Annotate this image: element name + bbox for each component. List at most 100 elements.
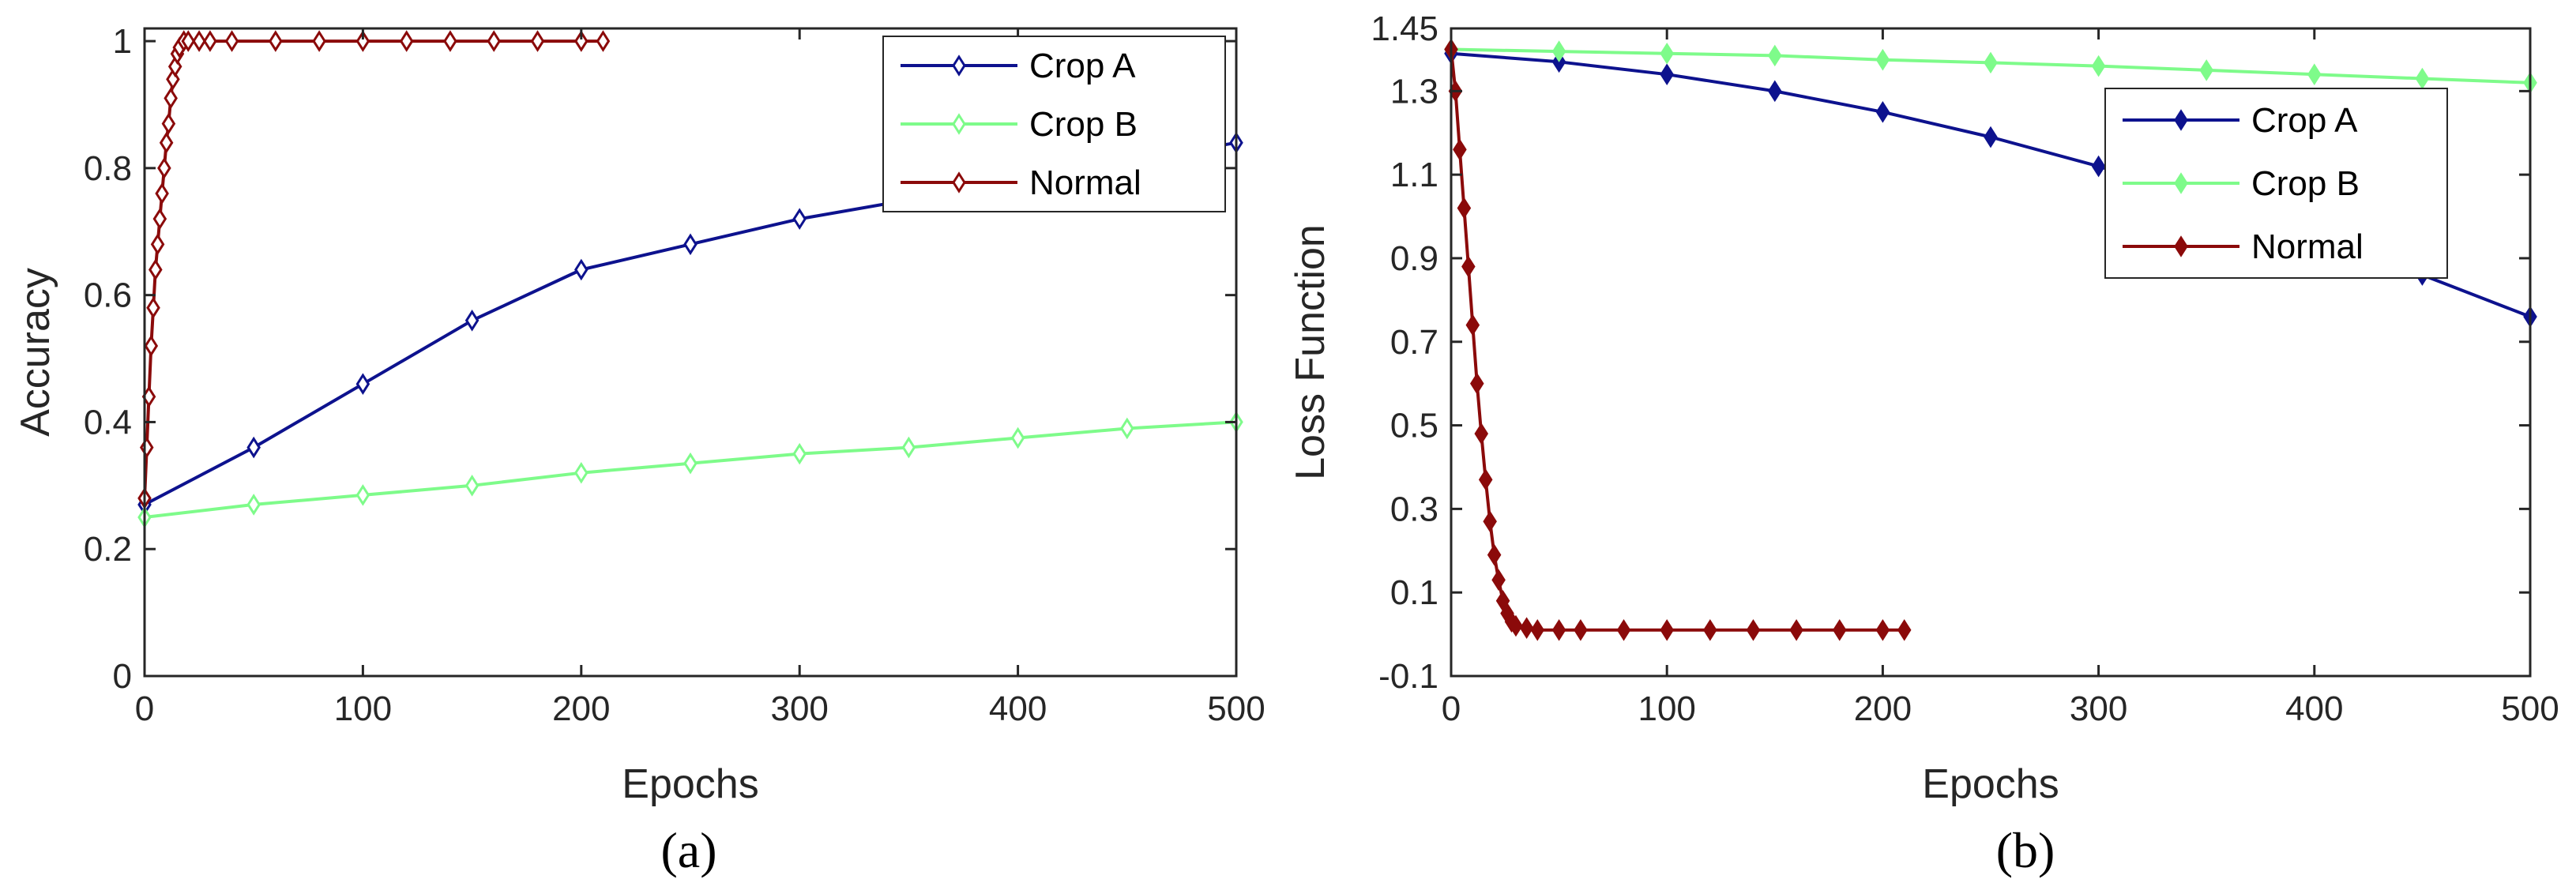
legend-marker (952, 113, 966, 135)
data-point (1875, 619, 1890, 641)
data-point (181, 30, 196, 52)
legend-label: Normal (1029, 163, 1141, 202)
legend-entry-normal: Normal (901, 163, 1141, 202)
data-point (1478, 468, 1493, 491)
data-point (1875, 101, 1890, 123)
data-point (1551, 40, 1566, 62)
data-point (464, 475, 479, 497)
x-tick-label: 500 (2501, 689, 2559, 728)
legend-label: Crop A (2251, 101, 2358, 140)
legend-label: Normal (2251, 227, 2364, 266)
data-point (192, 30, 206, 52)
data-point (574, 258, 589, 281)
data-point (155, 182, 169, 205)
data-point (157, 157, 171, 179)
data-point (1474, 423, 1489, 445)
y-tick-label: 1.1 (1390, 156, 1438, 194)
data-point (152, 208, 167, 230)
legend: Crop A Crop B Normal (2104, 88, 2448, 279)
data-point (2091, 155, 2106, 178)
x-tick-label: 0 (1442, 689, 1461, 728)
x-tick-label: 500 (1207, 689, 1265, 728)
data-point (164, 87, 178, 110)
data-point (1551, 619, 1566, 641)
data-point (1465, 314, 1480, 336)
series-normal (1444, 38, 1912, 641)
data-point (399, 30, 414, 52)
y-tick-label: 1.3 (1390, 72, 1438, 111)
y-tick-label: 0 (113, 657, 132, 696)
accuracy-panel: 0 100 200 300 400 500 0 0.2 0.4 0.6 0.8 1 Epochs Accu… (13, 22, 1265, 807)
data-point (1010, 426, 1025, 449)
data-point (2199, 59, 2213, 81)
y-tick-label: 0.3 (1390, 490, 1438, 528)
x-tick-label: 100 (334, 689, 392, 728)
x-axis-label: Epochs (622, 761, 758, 807)
data-point (1491, 569, 1506, 592)
y-axis-label: Accuracy (13, 268, 58, 437)
data-point (203, 30, 217, 52)
legend-marker (2174, 109, 2188, 131)
y-tick-label: 1.45 (1371, 9, 1438, 48)
data-point (2307, 63, 2322, 85)
legend-label: Crop B (1029, 105, 1138, 144)
data-point (574, 30, 589, 52)
data-point (355, 373, 370, 395)
data-point (792, 442, 807, 465)
data-point (246, 494, 261, 516)
legend: Crop A Crop B Normal (882, 36, 1226, 212)
data-point (146, 296, 160, 319)
y-tick-label: 0.9 (1390, 239, 1438, 278)
y-tick-label: -0.1 (1378, 657, 1438, 696)
data-point (269, 30, 283, 52)
data-point (464, 310, 479, 332)
x-tick-label: 100 (1638, 689, 1695, 728)
x-tick-label: 200 (552, 689, 610, 728)
data-point (1453, 138, 1467, 161)
axes-box (143, 27, 1238, 678)
data-point (159, 131, 174, 154)
data-point (1530, 619, 1545, 641)
data-point (355, 484, 370, 506)
legend-entry-crop-b: Crop B (2123, 164, 2360, 203)
data-point (530, 30, 545, 52)
axes-box (1450, 27, 2532, 678)
data-point (161, 112, 176, 135)
series-normal (137, 30, 611, 509)
x-tick-label: 0 (135, 689, 154, 728)
data-point (1487, 543, 1502, 566)
y-tick-label: 0.6 (84, 276, 132, 315)
data-point (1897, 619, 1912, 641)
data-point (246, 436, 261, 459)
legend-marker (2174, 172, 2188, 194)
legend-marker (2174, 235, 2188, 257)
y-tick-label: 0.5 (1390, 407, 1438, 445)
legend-entry-crop-b: Crop B (901, 105, 1138, 144)
y-tick-label: 0.2 (84, 530, 132, 569)
data-point (792, 208, 807, 230)
data-point (1519, 617, 1534, 639)
legend-entry-normal: Normal (2123, 227, 2364, 266)
data-point (1789, 619, 1803, 641)
data-point (1768, 80, 1782, 103)
data-point (2415, 67, 2430, 90)
y-tick-label: 0.8 (84, 149, 132, 188)
caption-a: (a) (660, 822, 716, 878)
data-point (596, 30, 611, 52)
data-point (149, 258, 163, 281)
data-point (1457, 197, 1472, 220)
data-point (1483, 510, 1497, 533)
data-point (683, 452, 698, 475)
data-point (1574, 619, 1588, 641)
data-point (224, 30, 239, 52)
data-point (1120, 417, 1134, 440)
caption-b: (b) (1996, 822, 2055, 878)
x-tick-label: 200 (1854, 689, 1912, 728)
y-tick-label: 1 (113, 22, 132, 61)
legend-label: Crop B (2251, 164, 2360, 203)
x-tick-label: 400 (989, 689, 1047, 728)
data-point (487, 30, 502, 52)
data-point (150, 233, 165, 256)
data-point (1509, 614, 1523, 637)
